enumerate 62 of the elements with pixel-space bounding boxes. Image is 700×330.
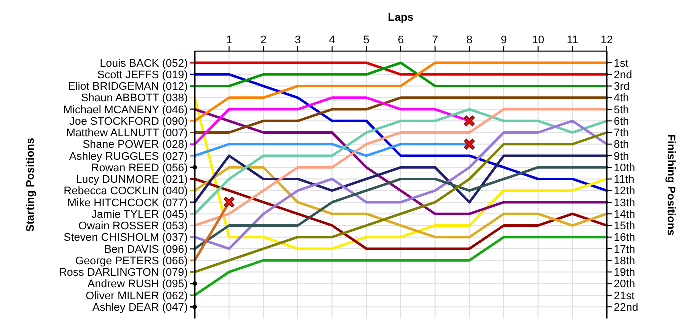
legend-label: Ben DAVIS (096) bbox=[104, 244, 188, 256]
point bbox=[224, 197, 235, 208]
x-tick-label: 3 bbox=[294, 34, 302, 46]
legend-label: Michael MCANENY (046) bbox=[63, 104, 188, 116]
legend-label: Ross DARLINGTON (079) bbox=[59, 267, 188, 280]
x-tick-label: 2 bbox=[260, 34, 267, 46]
legend-label: Rowan REED (056) bbox=[91, 162, 188, 174]
y-tick-label: 22nd bbox=[614, 302, 638, 314]
legend-label: Andrew RUSH (095) bbox=[88, 278, 188, 291]
y-tick-label: 5th bbox=[614, 104, 630, 116]
legend-label: Louis BACK (052) bbox=[100, 58, 188, 70]
legend-label: Jamie TYLER (045) bbox=[92, 208, 188, 221]
y-tick-label: 19th bbox=[614, 267, 636, 280]
y-tick-label: 1st bbox=[614, 58, 629, 70]
y-tick-label: 21st bbox=[614, 290, 635, 302]
y-tick-label: 2nd bbox=[614, 69, 632, 82]
y-tick-label: 9th bbox=[614, 150, 630, 163]
y-tick-label: 6th bbox=[614, 116, 630, 128]
legend-label: Scott JEFFS (019) bbox=[98, 69, 188, 82]
x-tick-label: 7 bbox=[432, 34, 438, 46]
legend-label: Ashley RUGGLES (027) bbox=[69, 150, 188, 163]
legend-label: Steven CHISHOLM (037) bbox=[64, 232, 188, 244]
y-tick-label: 17th bbox=[614, 244, 636, 256]
point bbox=[464, 138, 476, 150]
legend-label: Rebecca COCKLIN (040) bbox=[64, 186, 188, 198]
x-tick-label: 1 bbox=[226, 34, 232, 46]
y-tick-label: 16th bbox=[614, 232, 636, 244]
legend-label: Lucy DUNMORE (021) bbox=[76, 174, 188, 186]
y-tick-label: 8th bbox=[614, 139, 630, 152]
x-tick-label: 10 bbox=[532, 34, 544, 46]
y-tick-label: 3rd bbox=[614, 81, 630, 94]
legend-label: Owain ROSSER (053) bbox=[78, 220, 188, 233]
y-tick-label: 11th bbox=[614, 174, 635, 186]
x-tick-label: 9 bbox=[500, 34, 508, 46]
legend-label: Matthew ALLNUTT (007) bbox=[66, 128, 188, 140]
y-tick-label: 4th bbox=[614, 92, 630, 105]
x-tick-label: 5 bbox=[364, 34, 370, 46]
x-tick-label: 12 bbox=[600, 34, 614, 46]
legend-label: Joe STOCKFORD (090) bbox=[70, 116, 188, 128]
y-tick-label: 10th bbox=[614, 162, 636, 174]
y-tick-label: 13th bbox=[614, 197, 636, 210]
y-tick-label: 18th bbox=[614, 255, 636, 268]
x-tick-label: 4 bbox=[329, 34, 336, 46]
x-axis-title: Laps bbox=[388, 12, 414, 24]
legend-label: Mike HITCHCOCK (077) bbox=[68, 197, 188, 210]
point bbox=[464, 116, 476, 127]
y-tick-label: 20th bbox=[614, 278, 636, 291]
y-tick-label: 12th bbox=[614, 186, 636, 198]
x-tick-label: 11 bbox=[566, 34, 578, 46]
legend-label: George PETERS (066) bbox=[76, 255, 188, 268]
y-tick-label: 15th bbox=[614, 220, 636, 233]
x-tick-label: 8 bbox=[466, 34, 473, 46]
text: Starting Positions bbox=[25, 138, 37, 232]
legend-label: Shaun ABBOTT (038) bbox=[81, 92, 188, 105]
y-axis-title: Finishing Positions bbox=[665, 134, 677, 236]
y-tick-label: 7th bbox=[614, 128, 630, 140]
legend-label: Ashley DEAR (047) bbox=[92, 302, 188, 314]
legend-label: Shane POWER (028) bbox=[82, 139, 188, 152]
y-tick-label: 14th bbox=[614, 208, 636, 221]
legend-label: Oliver MILNER (062) bbox=[86, 290, 188, 302]
x-tick-label: 6 bbox=[398, 34, 404, 46]
legend-label: Eliot BRIDGEMAN (012) bbox=[68, 81, 188, 94]
